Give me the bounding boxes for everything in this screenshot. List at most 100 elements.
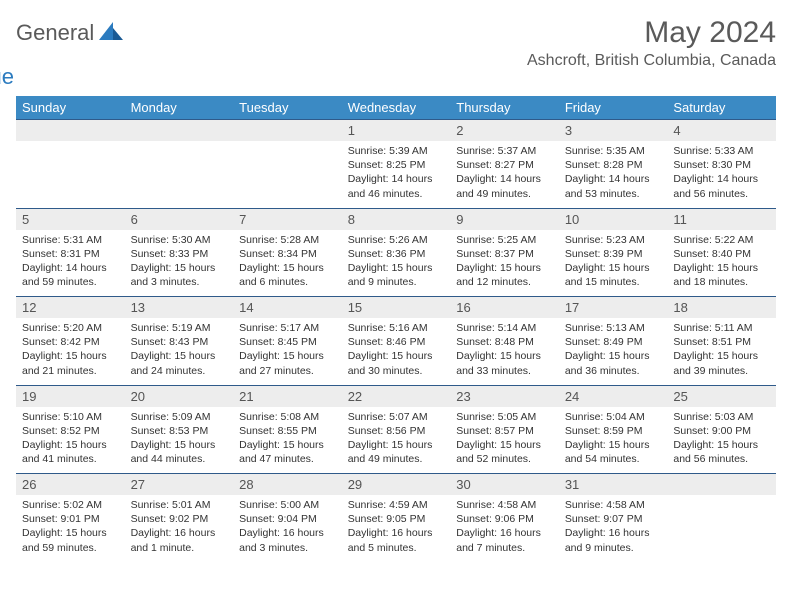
daylight-line: Daylight: 16 hours and 3 minutes. — [239, 526, 336, 554]
day-number-cell — [16, 120, 125, 142]
sunset-line: Sunset: 8:27 PM — [456, 158, 553, 172]
daylight-line: Daylight: 15 hours and 3 minutes. — [131, 261, 228, 289]
sunrise-line: Sunrise: 5:30 AM — [131, 233, 228, 247]
sunrise-line: Sunrise: 5:14 AM — [456, 321, 553, 335]
day-number-cell: 12 — [16, 297, 125, 319]
daylight-line: Daylight: 15 hours and 47 minutes. — [239, 438, 336, 466]
sunset-line: Sunset: 8:59 PM — [565, 424, 662, 438]
sunrise-line: Sunrise: 4:58 AM — [565, 498, 662, 512]
day-data-cell: Sunrise: 5:31 AMSunset: 8:31 PMDaylight:… — [16, 230, 125, 297]
sunset-line: Sunset: 9:07 PM — [565, 512, 662, 526]
day-number-cell: 16 — [450, 297, 559, 319]
sunset-line: Sunset: 9:02 PM — [131, 512, 228, 526]
sunset-line: Sunset: 9:04 PM — [239, 512, 336, 526]
weekday-header: Saturday — [667, 96, 776, 120]
sunrise-line: Sunrise: 5:16 AM — [348, 321, 445, 335]
sunset-line: Sunset: 8:36 PM — [348, 247, 445, 261]
sunset-line: Sunset: 8:46 PM — [348, 335, 445, 349]
day-data-cell: Sunrise: 5:11 AMSunset: 8:51 PMDaylight:… — [667, 318, 776, 385]
day-number-cell: 1 — [342, 120, 451, 142]
sunrise-line: Sunrise: 5:25 AM — [456, 233, 553, 247]
day-number-cell: 31 — [559, 474, 668, 496]
daylight-line: Daylight: 15 hours and 15 minutes. — [565, 261, 662, 289]
day-number-cell: 25 — [667, 385, 776, 407]
day-data-cell: Sunrise: 5:05 AMSunset: 8:57 PMDaylight:… — [450, 407, 559, 474]
day-number-cell: 13 — [125, 297, 234, 319]
day-number-cell: 6 — [125, 208, 234, 230]
day-number-cell: 23 — [450, 385, 559, 407]
sunset-line: Sunset: 8:28 PM — [565, 158, 662, 172]
daylight-line: Daylight: 14 hours and 56 minutes. — [673, 172, 770, 200]
daylight-line: Daylight: 15 hours and 54 minutes. — [565, 438, 662, 466]
daylight-line: Daylight: 15 hours and 49 minutes. — [348, 438, 445, 466]
day-data-row: Sunrise: 5:31 AMSunset: 8:31 PM Daylight:… — [16, 230, 776, 297]
sunset-line: Sunset: 8:30 PM — [673, 158, 770, 172]
day-number-row: 1234 — [16, 120, 776, 142]
daylight-line: Daylight: 16 hours and 9 minutes. — [565, 526, 662, 554]
sunrise-line: Sunrise: 5:17 AM — [239, 321, 336, 335]
daylight-line: Daylight: 15 hours and 52 minutes. — [456, 438, 553, 466]
sunset-line: Sunset: 8:48 PM — [456, 335, 553, 349]
day-number-cell: 5 — [16, 208, 125, 230]
day-data-cell: Sunrise: 5:14 AMSunset: 8:48 PMDaylight:… — [450, 318, 559, 385]
day-data-cell: Sunrise: 4:59 AMSunset: 9:05 PMDaylight:… — [342, 495, 451, 562]
sunrise-line: Sunrise: 5:13 AM — [565, 321, 662, 335]
day-number-cell: 4 — [667, 120, 776, 142]
daylight-line: Daylight: 15 hours and 39 minutes. — [673, 349, 770, 377]
day-data-cell: Sunrise: 5:20 AMSunset: 8:42 PMDaylight:… — [16, 318, 125, 385]
day-number-row: 567891011 — [16, 208, 776, 230]
day-number-cell: 11 — [667, 208, 776, 230]
sunset-line: Sunset: 8:33 PM — [131, 247, 228, 261]
sunrise-line: Sunrise: 5:23 AM — [565, 233, 662, 247]
sunrise-line: Sunrise: 5:09 AM — [131, 410, 228, 424]
daylight-line: Daylight: 15 hours and 12 minutes. — [456, 261, 553, 289]
day-number-cell: 2 — [450, 120, 559, 142]
sunset-line: Sunset: 8:52 PM — [22, 424, 119, 438]
day-data-cell: Sunrise: 5:00 AMSunset: 9:04 PMDaylight:… — [233, 495, 342, 562]
sunset-line: Sunset: 8:31 PM — [22, 247, 119, 261]
day-number-row: 12131415161718 — [16, 297, 776, 319]
day-number-cell: 30 — [450, 474, 559, 496]
sunrise-line: Sunrise: 5:37 AM — [456, 144, 553, 158]
daylight-line: Daylight: 16 hours and 7 minutes. — [456, 526, 553, 554]
header: General Blue May 2024 Ashcroft, British … — [16, 16, 776, 90]
day-number-cell: 19 — [16, 385, 125, 407]
weekday-header: Thursday — [450, 96, 559, 120]
day-number-cell — [233, 120, 342, 142]
sunrise-line: Sunrise: 5:04 AM — [565, 410, 662, 424]
daylight-line: Daylight: 16 hours and 1 minute. — [131, 526, 228, 554]
daylight-line: Daylight: 14 hours and 46 minutes. — [348, 172, 445, 200]
day-data-cell: Sunrise: 5:13 AMSunset: 8:49 PMDaylight:… — [559, 318, 668, 385]
day-number-cell: 29 — [342, 474, 451, 496]
day-data-cell — [125, 141, 234, 208]
sunrise-line: Sunrise: 5:03 AM — [673, 410, 770, 424]
day-data-cell: Sunrise: 5:19 AMSunset: 8:43 PMDaylight:… — [125, 318, 234, 385]
sunrise-line: Sunrise: 5:31 AM — [22, 233, 119, 247]
day-data-cell — [233, 141, 342, 208]
sunset-line: Sunset: 8:25 PM — [348, 158, 445, 172]
logo-text-blue: Blue — [0, 64, 125, 90]
day-data-cell: Sunrise: 5:26 AMSunset: 8:36 PMDaylight:… — [342, 230, 451, 297]
daylight-line: Daylight: 15 hours and 33 minutes. — [456, 349, 553, 377]
day-number-cell: 10 — [559, 208, 668, 230]
sunset-line: Sunset: 8:39 PM — [565, 247, 662, 261]
sunrise-line: Sunrise: 5:01 AM — [131, 498, 228, 512]
day-number-cell: 21 — [233, 385, 342, 407]
sunset-line: Sunset: 8:42 PM — [22, 335, 119, 349]
daylight-line: Daylight: 15 hours and 24 minutes. — [131, 349, 228, 377]
sunrise-line: Sunrise: 5:10 AM — [22, 410, 119, 424]
day-number-cell: 22 — [342, 385, 451, 407]
day-data-cell: Sunrise: 5:01 AMSunset: 9:02 PMDaylight:… — [125, 495, 234, 562]
day-data-cell — [667, 495, 776, 562]
sunset-line: Sunset: 8:51 PM — [673, 335, 770, 349]
day-data-row: Sunrise: 5:02 AMSunset: 9:01 PMDaylight:… — [16, 495, 776, 562]
day-data-row: Sunrise: 5:39 AMSunset: 8:25 PMDaylight:… — [16, 141, 776, 208]
day-number-cell: 8 — [342, 208, 451, 230]
day-number-cell: 28 — [233, 474, 342, 496]
calendar-table: Sunday Monday Tuesday Wednesday Thursday… — [16, 96, 776, 562]
month-title: May 2024 — [527, 16, 776, 50]
sunrise-line: Sunrise: 5:07 AM — [348, 410, 445, 424]
day-number-cell: 14 — [233, 297, 342, 319]
day-data-cell: Sunrise: 5:33 AMSunset: 8:30 PMDaylight:… — [667, 141, 776, 208]
sunrise-line: Sunrise: 4:59 AM — [348, 498, 445, 512]
